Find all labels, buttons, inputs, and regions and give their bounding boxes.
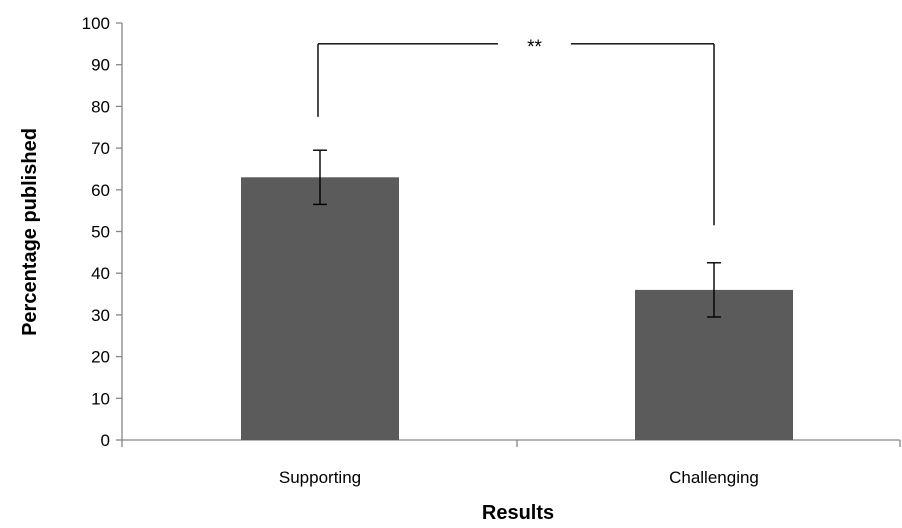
significance-bracket: ** <box>317 37 715 226</box>
y-tick-label: 50 <box>91 223 110 242</box>
x-tick-label: Supporting <box>279 468 361 487</box>
y-tick-label: 70 <box>91 139 110 158</box>
x-axis-title: Results <box>482 502 554 524</box>
y-axis-title: Percentage published <box>19 128 41 336</box>
x-axis: Supporting Challenging <box>121 439 901 487</box>
significance-label: ** <box>527 37 542 58</box>
y-tick-label: 20 <box>91 348 110 367</box>
bars <box>241 177 793 441</box>
bar-supporting <box>241 177 399 441</box>
y-tick-label: 40 <box>91 264 110 283</box>
x-tick-label: Challenging <box>669 468 759 487</box>
y-tick-label: 100 <box>82 14 110 33</box>
y-tick-label: 90 <box>91 56 110 75</box>
y-tick-label: 30 <box>91 306 110 325</box>
error-bars <box>313 149 721 318</box>
y-tick-label: 60 <box>91 181 110 200</box>
y-tick-label: 80 <box>91 97 110 116</box>
y-tick-label: 10 <box>91 389 110 408</box>
y-tick-label: 0 <box>101 431 110 450</box>
y-axis: 0 10 20 30 40 50 60 70 80 90 100 <box>82 14 123 450</box>
